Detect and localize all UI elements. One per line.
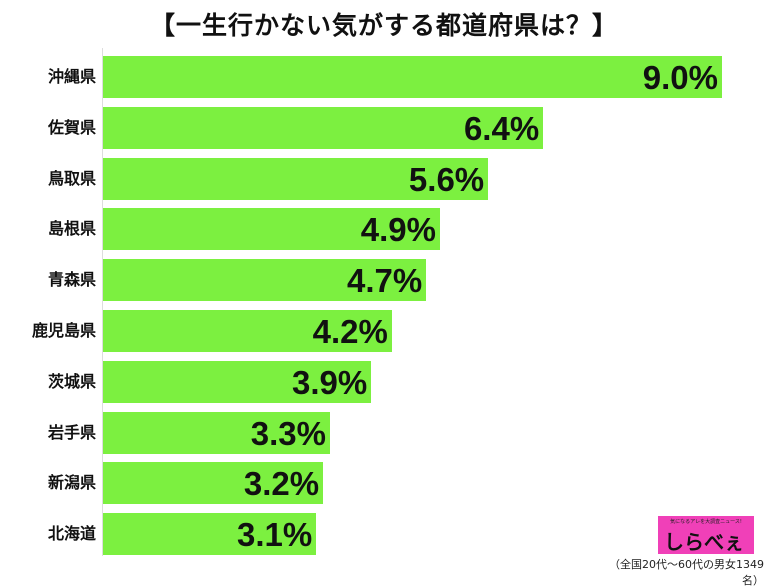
bar-row: 北海道 3.1%: [0, 513, 768, 556]
category-label: 佐賀県: [47, 117, 96, 137]
shirabee-logo: 気になるアレを大調査ニュース! しらべぇ: [658, 516, 754, 554]
bar: [103, 259, 427, 302]
bar-row: 岩手県 3.3%: [0, 411, 768, 454]
bar: [103, 310, 392, 352]
chart-title: 【一生行かない気がする都道府県は？】: [149, 11, 618, 40]
value-label: 3.1%: [236, 516, 313, 554]
bar-row: 島根県 4.9%: [0, 208, 768, 251]
logo-text: しらべぇ: [664, 530, 744, 554]
value-label: 3.3%: [250, 414, 326, 452]
bar: [103, 513, 317, 556]
bar: [103, 157, 489, 200]
category-label: 茨城県: [47, 371, 96, 391]
category-label: 岩手県: [47, 422, 96, 442]
value-label: 3.2%: [243, 465, 320, 503]
bar-row: 鳥取県 5.6%: [0, 157, 768, 200]
bar: [103, 360, 372, 403]
category-label: 鹿児島県: [31, 321, 96, 340]
bar: [103, 56, 722, 98]
logo-tagline: 気になるアレを大調査ニュース!: [670, 519, 742, 525]
category-label: 北海道: [47, 524, 96, 544]
bar-row: 茨城県 3.9%: [0, 360, 768, 403]
value-label: 6.4%: [463, 109, 540, 147]
value-label: 4.7%: [347, 262, 423, 300]
value-label: 9.0%: [642, 59, 718, 96]
bar-row: 鹿児島県 4.2%: [0, 310, 768, 352]
bar: [103, 208, 440, 251]
category-label: 新潟県: [47, 473, 96, 493]
value-label: 3.9%: [292, 363, 368, 401]
category-label: 鳥取県: [47, 168, 96, 188]
survey-note: （全国20代～60代の男女1349名）: [609, 558, 764, 587]
category-axis: [102, 48, 103, 556]
bar-row: 新潟県 3.2%: [0, 462, 768, 505]
value-label: 4.2%: [312, 313, 388, 350]
bar: [103, 411, 330, 454]
value-label: 4.9%: [360, 211, 436, 249]
bar-row: 青森県 4.7%: [0, 259, 768, 302]
bar-row: 沖縄県 9.0%: [0, 56, 768, 98]
bar: [103, 462, 324, 505]
category-label: 青森県: [47, 270, 96, 290]
bar-row: 佐賀県 6.4%: [0, 106, 768, 149]
value-label: 5.6%: [408, 160, 485, 198]
bar: [103, 106, 544, 149]
category-label: 沖縄県: [47, 67, 96, 86]
category-label: 島根県: [47, 219, 96, 239]
